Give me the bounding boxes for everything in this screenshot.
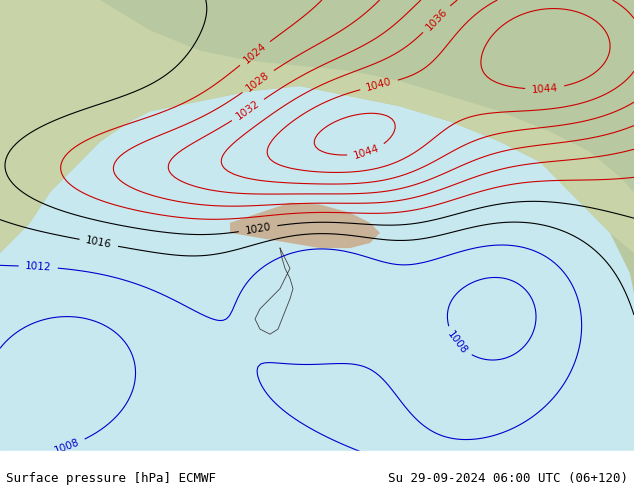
Text: 1028: 1028 — [245, 70, 271, 93]
Text: 1036: 1036 — [424, 6, 450, 32]
Text: 1008: 1008 — [53, 437, 81, 456]
Polygon shape — [230, 202, 380, 248]
Bar — [0, 451, 634, 490]
Text: 1012: 1012 — [25, 261, 52, 272]
Text: Surface pressure [hPa] ECMWF: Surface pressure [hPa] ECMWF — [6, 472, 216, 485]
Text: Su 29-09-2024 06:00 UTC (06+120): Su 29-09-2024 06:00 UTC (06+120) — [387, 472, 628, 485]
Text: 1016: 1016 — [85, 236, 113, 250]
Polygon shape — [0, 0, 634, 253]
Text: 1044: 1044 — [531, 83, 559, 95]
Text: 1032: 1032 — [235, 98, 262, 122]
Text: 1020: 1020 — [244, 221, 272, 236]
Text: 1008: 1008 — [446, 329, 469, 356]
Text: 1024: 1024 — [242, 41, 268, 66]
Polygon shape — [0, 0, 634, 294]
Text: 1044: 1044 — [353, 143, 380, 161]
Text: 1040: 1040 — [365, 77, 393, 93]
